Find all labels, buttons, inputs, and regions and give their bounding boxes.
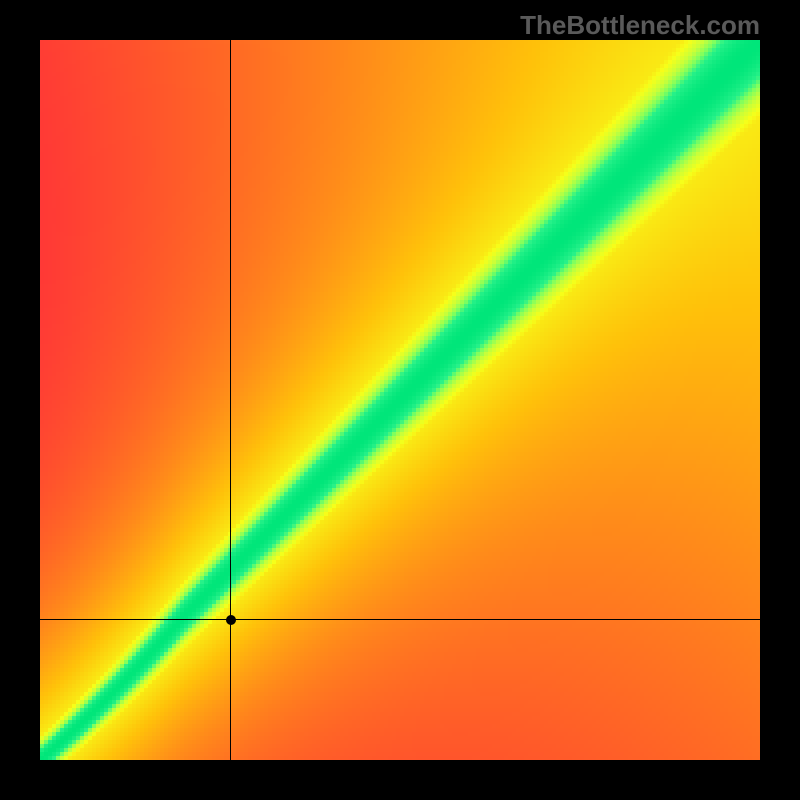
watermark-label: TheBottleneck.com xyxy=(520,10,760,41)
crosshair-vertical xyxy=(230,40,231,760)
bottleneck-heatmap xyxy=(40,40,760,760)
crosshair-marker xyxy=(226,615,236,625)
crosshair-horizontal xyxy=(40,619,760,620)
